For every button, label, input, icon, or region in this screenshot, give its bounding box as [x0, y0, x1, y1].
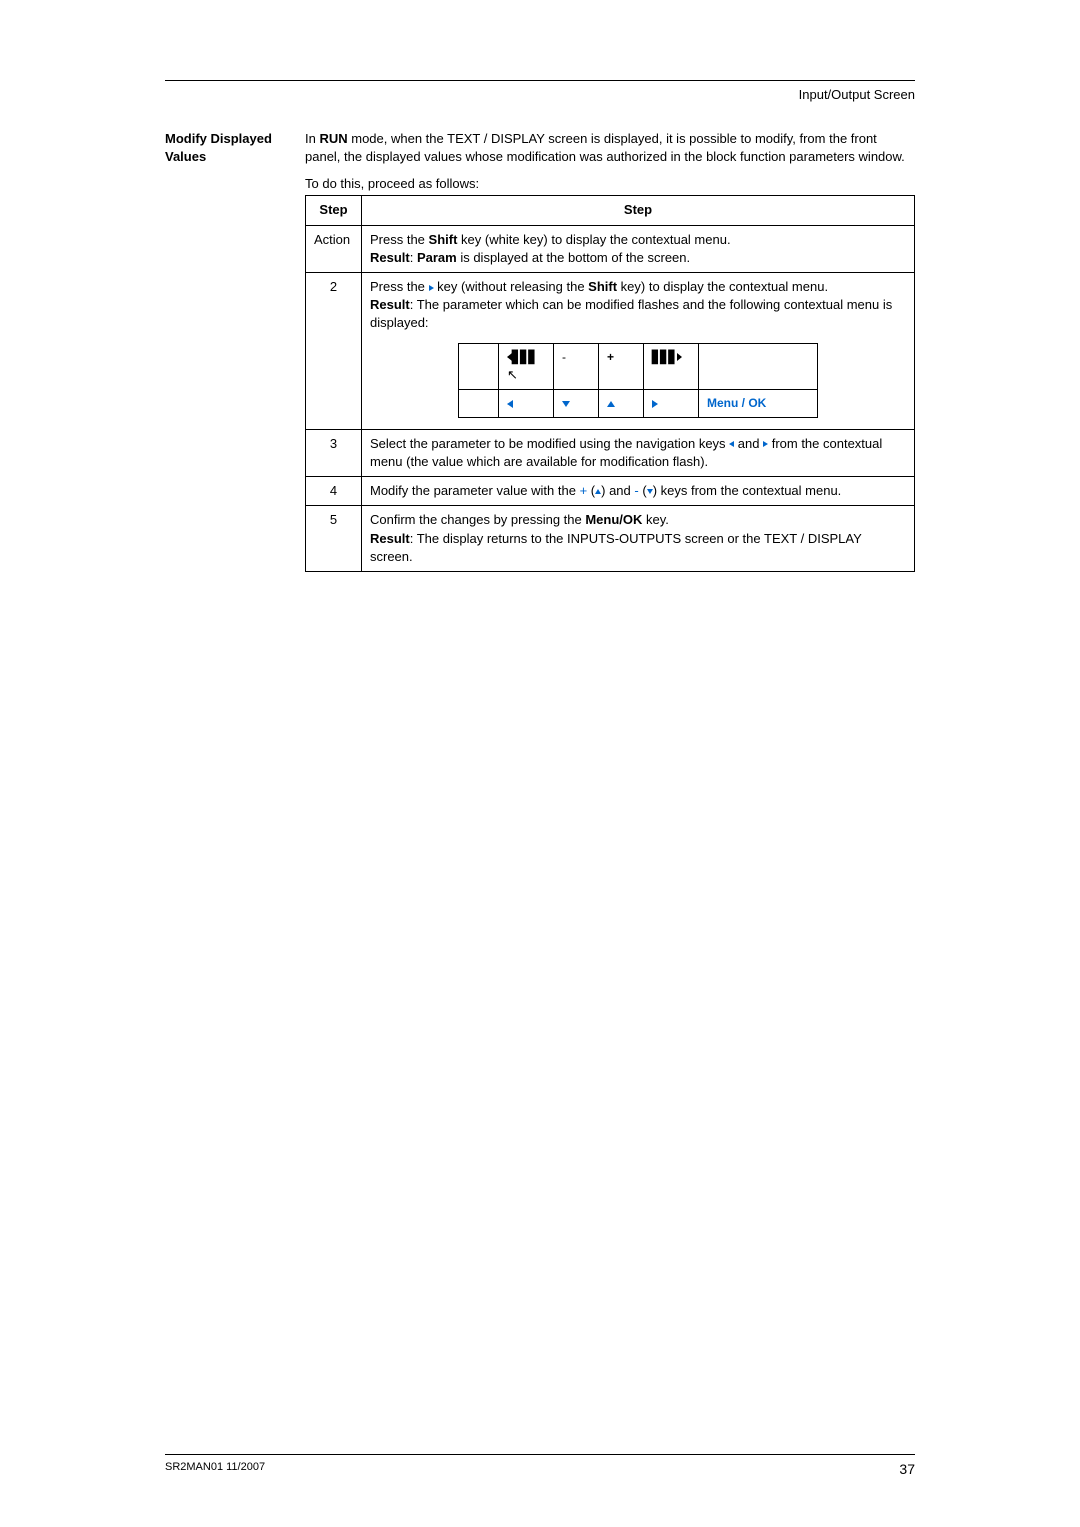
table-row: Action Press the Shift key (white key) t… — [306, 225, 915, 272]
diag-blank — [459, 343, 499, 389]
intro-paragraph: In RUN mode, when the TEXT / DISPLAY scr… — [305, 130, 915, 166]
r5-l1-post: key. — [642, 512, 669, 527]
down-arrow-icon — [562, 401, 570, 407]
cell-step-3: 3 — [306, 429, 362, 476]
table-header-row: Step Step — [306, 196, 915, 225]
intro-run-bold: RUN — [319, 131, 347, 146]
r2-l1-post: key) to display the contextual menu. — [617, 279, 828, 294]
contextual-menu-diagram: ▋▋▋ ↖ - + ▋▋▋ — [458, 343, 818, 418]
r5-l1-bold: Menu/OK — [585, 512, 642, 527]
r1-l1-pre: Press the — [370, 232, 429, 247]
content-row: Modify Displayed Values In RUN mode, whe… — [165, 130, 915, 572]
left-arrow-icon — [507, 400, 513, 408]
table-row: 3 Select the parameter to be modified us… — [306, 429, 915, 476]
diagram-top-row: ▋▋▋ ↖ - + ▋▋▋ — [459, 343, 818, 389]
cell-step-2: 2 — [306, 272, 362, 429]
header-rule — [165, 80, 915, 81]
intro-prefix: In — [305, 131, 319, 146]
r1-l2-bold: Result — [370, 250, 410, 265]
cursor-icon: ↖ — [507, 367, 518, 382]
footer-row: SR2MAN01 11/2007 37 — [165, 1461, 915, 1477]
page-footer: SR2MAN01 11/2007 37 — [165, 1454, 915, 1477]
right-bars-arrow-icon — [677, 353, 682, 361]
cell-desc-5: Confirm the changes by pressing the Menu… — [362, 506, 915, 572]
r1-l1-post: key (white key) to display the contextua… — [457, 232, 730, 247]
cell-step-1: Action — [306, 225, 362, 272]
diag-blank — [699, 343, 818, 389]
r4-plus: + — [580, 483, 591, 498]
diagram-table: ▋▋▋ ↖ - + ▋▋▋ — [458, 343, 818, 418]
r3-pre: Select the parameter to be modified usin… — [370, 436, 729, 451]
th-desc: Step — [362, 196, 915, 225]
diag-nav-down — [554, 389, 599, 417]
table-row: 2 Press the key (without releasing the S… — [306, 272, 915, 429]
r1-l1-bold: Shift — [429, 232, 458, 247]
r4-pre: Modify the parameter value with the — [370, 483, 580, 498]
header-title: Input/Output Screen — [165, 87, 915, 102]
r2-l1-mid: key (without releasing the — [434, 279, 589, 294]
r4-post: keys from the contextual menu. — [657, 483, 841, 498]
cell-desc-4: Modify the parameter value with the + ()… — [362, 477, 915, 506]
diagram-bottom-row: Menu / OK — [459, 389, 818, 417]
r1-l2-post: is displayed at the bottom of the screen… — [457, 250, 690, 265]
r5-l2-bold: Result — [370, 531, 410, 546]
cell-desc-3: Select the parameter to be modified usin… — [362, 429, 915, 476]
r2-l1-pre: Press the — [370, 279, 429, 294]
r1-l2-mid: : — [410, 250, 417, 265]
bars-icon: ▋▋▋ — [512, 349, 537, 366]
page-content: Input/Output Screen Modify Displayed Val… — [0, 0, 1080, 612]
footer-rule — [165, 1454, 915, 1455]
cell-step-5: 5 — [306, 506, 362, 572]
proceed-line: To do this, proceed as follows: — [305, 176, 915, 191]
r1-l2-bold2: Param — [417, 250, 457, 265]
diag-menu-ok: Menu / OK — [699, 389, 818, 417]
cell-step-4: 4 — [306, 477, 362, 506]
cell-desc-2: Press the key (without releasing the Shi… — [362, 272, 915, 429]
r2-l1-bold: Shift — [588, 279, 617, 294]
section-heading: Modify Displayed Values — [165, 130, 287, 572]
diag-right-arrow-cell: ▋▋▋ — [644, 343, 699, 389]
r3-mid: and — [734, 436, 763, 451]
r2-l2-post: : The parameter which can be modified fl… — [370, 297, 892, 330]
diag-blank — [459, 389, 499, 417]
main-column: In RUN mode, when the TEXT / DISPLAY scr… — [305, 130, 915, 572]
diag-nav-right — [644, 389, 699, 417]
diag-plus-cell: + — [599, 343, 644, 389]
footer-doc-id: SR2MAN01 11/2007 — [165, 1461, 265, 1477]
page-number: 37 — [899, 1461, 915, 1477]
right-arrow-icon — [652, 400, 658, 408]
r4-and: and — [605, 483, 634, 498]
diag-nav-up — [599, 389, 644, 417]
table-row: 5 Confirm the changes by pressing the Me… — [306, 506, 915, 572]
cell-desc-1: Press the Shift key (white key) to displ… — [362, 225, 915, 272]
diag-nav-left — [499, 389, 554, 417]
th-step: Step — [306, 196, 362, 225]
bars-icon: ▋▋▋ — [652, 349, 677, 366]
diag-minus-cell: - — [554, 343, 599, 389]
r5-l2-post: : The display returns to the INPUTS-OUTP… — [370, 531, 862, 564]
r2-l2-bold: Result — [370, 297, 410, 312]
up-arrow-icon — [607, 401, 615, 407]
table-row: 4 Modify the parameter value with the + … — [306, 477, 915, 506]
intro-rest: mode, when the TEXT / DISPLAY screen is … — [305, 131, 905, 164]
r5-l1-pre: Confirm the changes by pressing the — [370, 512, 585, 527]
diag-left-arrow-cell: ▋▋▋ ↖ — [499, 343, 554, 389]
steps-table: Step Step Action Press the Shift key (wh… — [305, 195, 915, 572]
